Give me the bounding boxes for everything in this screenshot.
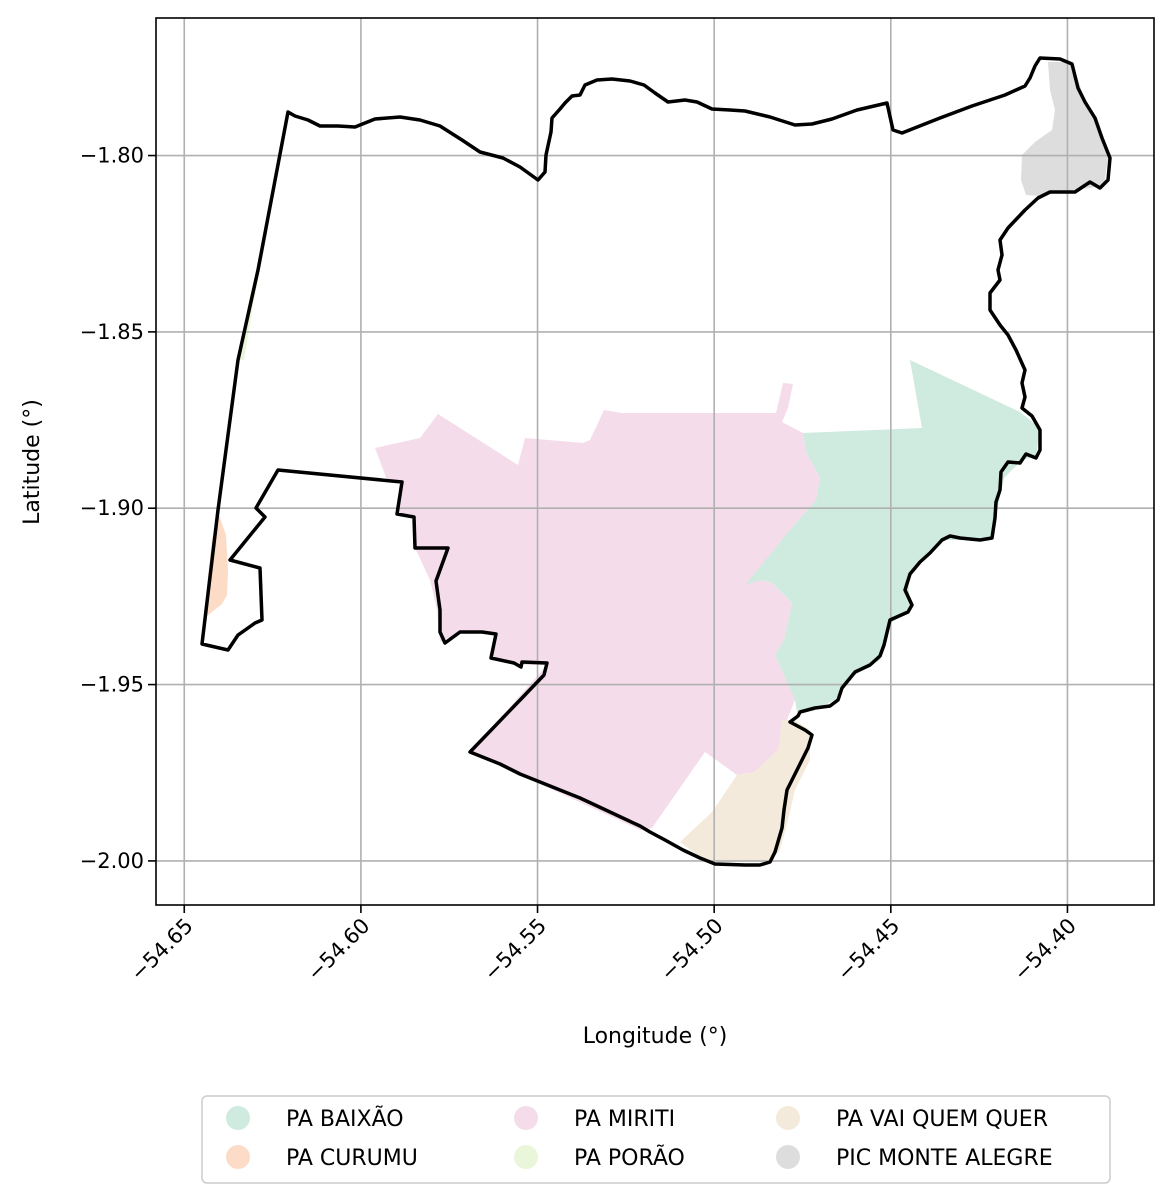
legend-item: PA VAI QUEM QUER <box>776 1106 1048 1132</box>
area-pa-miriti <box>375 383 820 830</box>
x-axis-label: Longitude (°) <box>583 1024 728 1049</box>
y-axis-label: Latitude (°) <box>20 399 45 525</box>
legend: PA BAIXÃO PA CURUMU PA MIRITI PA PORÃO PA VA… <box>201 1095 1111 1184</box>
legend-marker <box>226 1145 250 1169</box>
y-axis-ticks: −1.80 −1.85 −1.90 −1.95 −2.00 <box>80 144 156 873</box>
legend-label: PA PORÃO <box>574 1144 685 1171</box>
area-pic-monte-alegre <box>1021 62 1108 196</box>
legend-marker <box>514 1106 538 1130</box>
x-axis-ticks: −54.65 −54.60 −54.55 −54.50 −54.45 −54.40 <box>126 905 1081 985</box>
x-tick-label: −54.55 <box>479 914 551 986</box>
legend-item: PA BAIXÃO <box>226 1105 404 1132</box>
legend-marker <box>776 1106 800 1130</box>
gridlines <box>156 18 1154 905</box>
y-tick-label: −1.80 <box>80 144 144 168</box>
legend-frame <box>201 1095 1111 1184</box>
legend-item: PA PORÃO <box>514 1144 685 1171</box>
legend-label: PIC MONTE ALEGRE <box>836 1146 1053 1171</box>
x-tick-label: −54.45 <box>832 914 904 986</box>
y-tick-label: −1.90 <box>80 496 144 520</box>
axes-frame <box>155 17 1155 906</box>
area-pa-curumu <box>205 512 228 618</box>
x-tick-label: −54.60 <box>303 914 375 986</box>
legend-label: PA MIRITI <box>574 1107 675 1132</box>
legend-marker <box>514 1145 538 1169</box>
legend-item: PA MIRITI <box>514 1106 675 1132</box>
y-tick-label: −2.00 <box>80 849 144 873</box>
area-pa-vai-quem-quer <box>680 720 810 862</box>
legend-marker <box>776 1145 800 1169</box>
legend-label: PA BAIXÃO <box>286 1105 404 1132</box>
boundary-outline <box>200 56 1112 867</box>
legend-item: PIC MONTE ALEGRE <box>776 1145 1053 1171</box>
y-tick-label: −1.95 <box>80 673 144 697</box>
settlement-areas <box>205 62 1108 862</box>
legend-label: PA CURUMU <box>286 1146 418 1171</box>
x-tick-label: −54.50 <box>656 914 728 986</box>
area-pa-baixao <box>745 360 1040 712</box>
x-tick-label: −54.65 <box>126 914 198 986</box>
legend-label: PA VAI QUEM QUER <box>836 1107 1048 1132</box>
legend-item: PA CURUMU <box>226 1145 418 1171</box>
x-tick-label: −54.40 <box>1009 914 1081 986</box>
y-tick-label: −1.85 <box>80 320 144 344</box>
legend-marker <box>226 1106 250 1130</box>
